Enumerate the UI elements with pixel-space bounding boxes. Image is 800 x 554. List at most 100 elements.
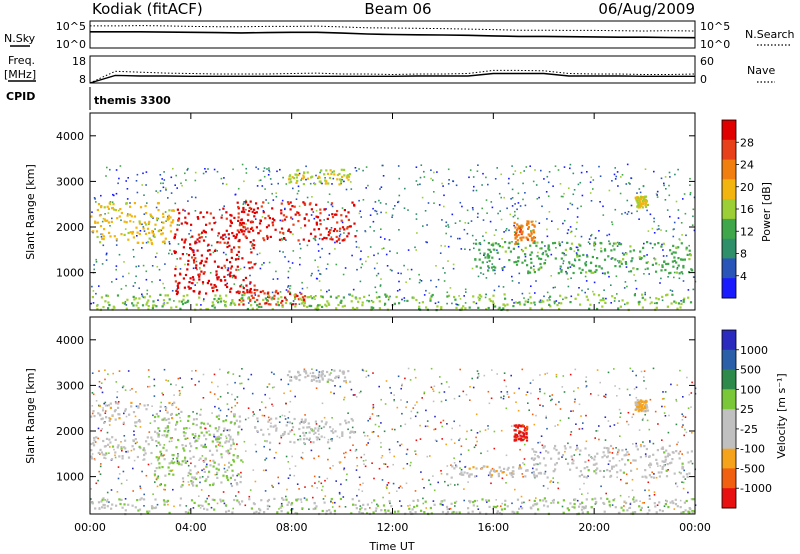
scatter-echo bbox=[469, 386, 471, 388]
echo-point bbox=[364, 508, 367, 511]
scatter-echo bbox=[196, 282, 199, 284]
scatter-echo bbox=[225, 183, 228, 186]
scatter-echo bbox=[467, 449, 470, 451]
echo-point bbox=[193, 501, 196, 504]
scatter-echo bbox=[544, 259, 547, 261]
echo-point bbox=[148, 295, 152, 298]
scatter-echo bbox=[423, 487, 425, 489]
scatter-echo bbox=[425, 409, 427, 412]
echo-point bbox=[484, 256, 487, 259]
echo-point bbox=[331, 238, 334, 241]
echo-point bbox=[388, 296, 391, 299]
scatter-echo bbox=[297, 190, 300, 192]
velocity-ylabel: Slant Range [km] bbox=[24, 368, 37, 464]
echo-point bbox=[320, 295, 323, 298]
scatter-echo bbox=[293, 433, 296, 436]
echo-point bbox=[554, 468, 557, 471]
scatter-echo bbox=[433, 202, 435, 204]
scatter-echo bbox=[558, 302, 560, 304]
echo-point bbox=[227, 449, 230, 452]
scatter-echo bbox=[502, 286, 505, 288]
echo-point bbox=[535, 468, 538, 471]
scatter-echo bbox=[693, 229, 696, 232]
echo-point bbox=[487, 269, 490, 272]
echo-point bbox=[653, 243, 656, 246]
scatter-echo bbox=[131, 388, 133, 390]
echo-point bbox=[553, 300, 556, 303]
echo-point bbox=[319, 219, 322, 222]
echo-point bbox=[163, 503, 166, 506]
echo-point bbox=[107, 404, 110, 407]
scatter-echo bbox=[546, 235, 549, 238]
scatter-echo bbox=[358, 488, 360, 491]
scatter-echo bbox=[330, 438, 332, 441]
scatter-echo bbox=[151, 281, 153, 283]
scatter-echo bbox=[459, 437, 461, 440]
scatter-echo bbox=[338, 493, 341, 495]
echo-point bbox=[665, 449, 668, 452]
echo-point bbox=[198, 434, 201, 437]
echo-point bbox=[159, 405, 162, 408]
scatter-echo bbox=[607, 371, 610, 374]
echo-point bbox=[519, 303, 522, 306]
echo-point bbox=[289, 430, 292, 433]
scatter-echo bbox=[239, 268, 242, 270]
echo-region bbox=[90, 202, 175, 246]
scatter-echo bbox=[598, 230, 600, 232]
echo-point bbox=[277, 297, 280, 300]
echo-point bbox=[643, 400, 646, 403]
echo-point bbox=[543, 504, 546, 507]
echo-point bbox=[646, 406, 649, 409]
scatter-echo bbox=[124, 300, 127, 303]
scatter-echo bbox=[318, 371, 321, 373]
echo-point bbox=[100, 206, 103, 209]
echo-point bbox=[411, 508, 414, 511]
scatter-echo bbox=[581, 194, 584, 197]
echo-point bbox=[645, 476, 648, 479]
echo-point bbox=[268, 433, 271, 436]
echo-point bbox=[469, 473, 472, 476]
scatter-echo bbox=[538, 196, 540, 199]
scatter-echo bbox=[243, 180, 245, 183]
scatter-echo bbox=[607, 420, 610, 422]
scatter-echo bbox=[562, 298, 564, 301]
scatter-echo bbox=[337, 376, 340, 379]
scatter-echo bbox=[519, 205, 522, 207]
scatter-echo bbox=[366, 299, 368, 302]
scatter-echo bbox=[184, 210, 186, 212]
scatter-echo bbox=[578, 453, 581, 456]
scatter-echo bbox=[485, 231, 487, 234]
scatter-echo bbox=[420, 280, 423, 282]
scatter-echo bbox=[332, 177, 335, 180]
scatter-echo bbox=[125, 284, 127, 287]
scatter-echo bbox=[475, 239, 477, 241]
echo-point bbox=[293, 441, 296, 444]
echo-point bbox=[688, 472, 691, 475]
scatter-echo bbox=[278, 508, 280, 510]
scatter-echo bbox=[162, 393, 164, 396]
echo-point bbox=[467, 511, 470, 514]
scatter-echo bbox=[482, 273, 485, 275]
echo-point bbox=[412, 296, 415, 299]
scatter-echo bbox=[322, 498, 325, 500]
echo-point bbox=[211, 498, 214, 501]
scatter-echo bbox=[630, 204, 633, 207]
scatter-echo bbox=[287, 383, 290, 386]
scatter-echo bbox=[539, 404, 541, 406]
echo-point bbox=[317, 308, 320, 311]
echo-point bbox=[252, 229, 255, 232]
scatter-echo bbox=[683, 434, 685, 437]
echo-point bbox=[153, 420, 156, 423]
echo-point bbox=[533, 240, 536, 243]
scatter-echo bbox=[575, 423, 577, 425]
echo-point bbox=[229, 219, 232, 222]
scatter-echo bbox=[618, 300, 620, 302]
echo-point bbox=[310, 304, 313, 308]
scatter-echo bbox=[299, 247, 302, 250]
scatter-echo bbox=[258, 179, 261, 182]
scatter-echo bbox=[482, 172, 484, 175]
echo-point bbox=[271, 207, 274, 210]
echo-point bbox=[136, 241, 139, 244]
scatter-echo bbox=[609, 451, 611, 454]
scatter-echo bbox=[372, 431, 375, 433]
